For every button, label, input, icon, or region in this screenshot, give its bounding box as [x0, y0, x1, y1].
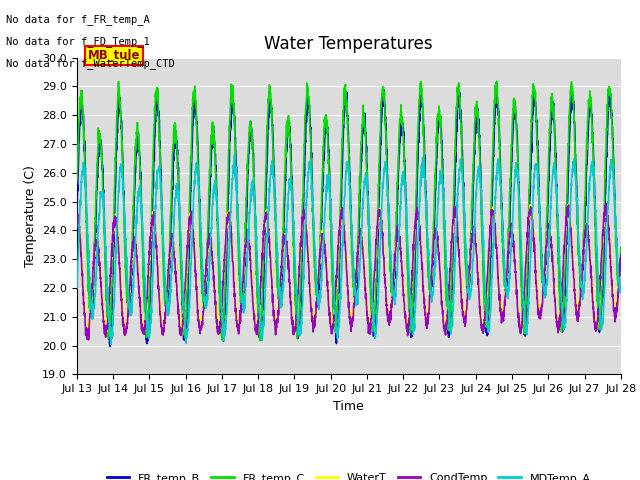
FR_temp_C	[256, 338, 264, 344]
CondTemp	[282, 233, 289, 239]
WaterT	[617, 252, 625, 258]
MDTemp_A	[617, 288, 625, 294]
Legend: FR_temp_B, FR_temp_C, WaterT, CondTemp, MDTemp_A: FR_temp_B, FR_temp_C, WaterT, CondTemp, …	[102, 468, 595, 480]
FR_temp_B	[168, 216, 175, 222]
CondTemp	[168, 236, 175, 242]
Text: No data for f_WaterTemp_CTD: No data for f_WaterTemp_CTD	[6, 58, 175, 69]
MDTemp_A	[282, 234, 290, 240]
MDTemp_A	[305, 165, 313, 170]
CondTemp	[548, 246, 556, 252]
CondTemp	[84, 337, 92, 343]
WaterT	[305, 264, 313, 270]
MDTemp_A	[168, 266, 175, 272]
FR_temp_C	[282, 144, 289, 150]
FR_temp_C	[73, 180, 81, 185]
MDTemp_A	[73, 285, 81, 291]
FR_temp_B	[73, 210, 81, 216]
FR_temp_B	[617, 260, 625, 266]
FR_temp_C	[548, 101, 556, 107]
FR_temp_B	[568, 85, 575, 91]
WaterT	[73, 214, 81, 219]
FR_temp_B	[548, 117, 556, 123]
FR_temp_C	[493, 78, 500, 84]
Title: Water Temperatures: Water Temperatures	[264, 35, 433, 53]
CondTemp	[73, 214, 81, 219]
MDTemp_A	[107, 342, 115, 348]
MDTemp_A	[135, 190, 143, 196]
FR_temp_B	[607, 91, 614, 96]
Line: MDTemp_A: MDTemp_A	[77, 155, 621, 345]
Line: WaterT: WaterT	[77, 204, 621, 336]
Y-axis label: Temperature (C): Temperature (C)	[24, 165, 36, 267]
WaterT	[135, 285, 143, 290]
CondTemp	[305, 280, 313, 286]
CondTemp	[602, 201, 609, 206]
Text: No data for f_FR_temp_A: No data for f_FR_temp_A	[6, 14, 150, 25]
MDTemp_A	[607, 168, 614, 173]
Line: FR_temp_C: FR_temp_C	[77, 81, 621, 341]
Text: MB_tule: MB_tule	[88, 49, 140, 62]
Line: CondTemp: CondTemp	[77, 204, 621, 340]
WaterT	[564, 202, 572, 207]
X-axis label: Time: Time	[333, 400, 364, 413]
FR_temp_C	[135, 142, 143, 147]
FR_temp_B	[282, 178, 289, 184]
WaterT	[548, 242, 556, 248]
CondTemp	[607, 254, 614, 260]
WaterT	[607, 252, 614, 257]
FR_temp_C	[305, 97, 313, 103]
Line: FR_temp_B: FR_temp_B	[77, 88, 621, 347]
MDTemp_A	[230, 152, 238, 158]
Text: No data for f_FD_Temp_1: No data for f_FD_Temp_1	[6, 36, 150, 47]
FR_temp_B	[305, 106, 313, 112]
MDTemp_A	[548, 183, 556, 189]
FR_temp_C	[617, 244, 625, 250]
CondTemp	[617, 252, 625, 257]
CondTemp	[135, 290, 143, 296]
FR_temp_C	[607, 93, 614, 99]
FR_temp_C	[167, 195, 175, 201]
WaterT	[84, 333, 92, 339]
FR_temp_B	[106, 344, 114, 349]
FR_temp_B	[135, 148, 143, 154]
WaterT	[168, 238, 175, 244]
WaterT	[282, 237, 289, 242]
